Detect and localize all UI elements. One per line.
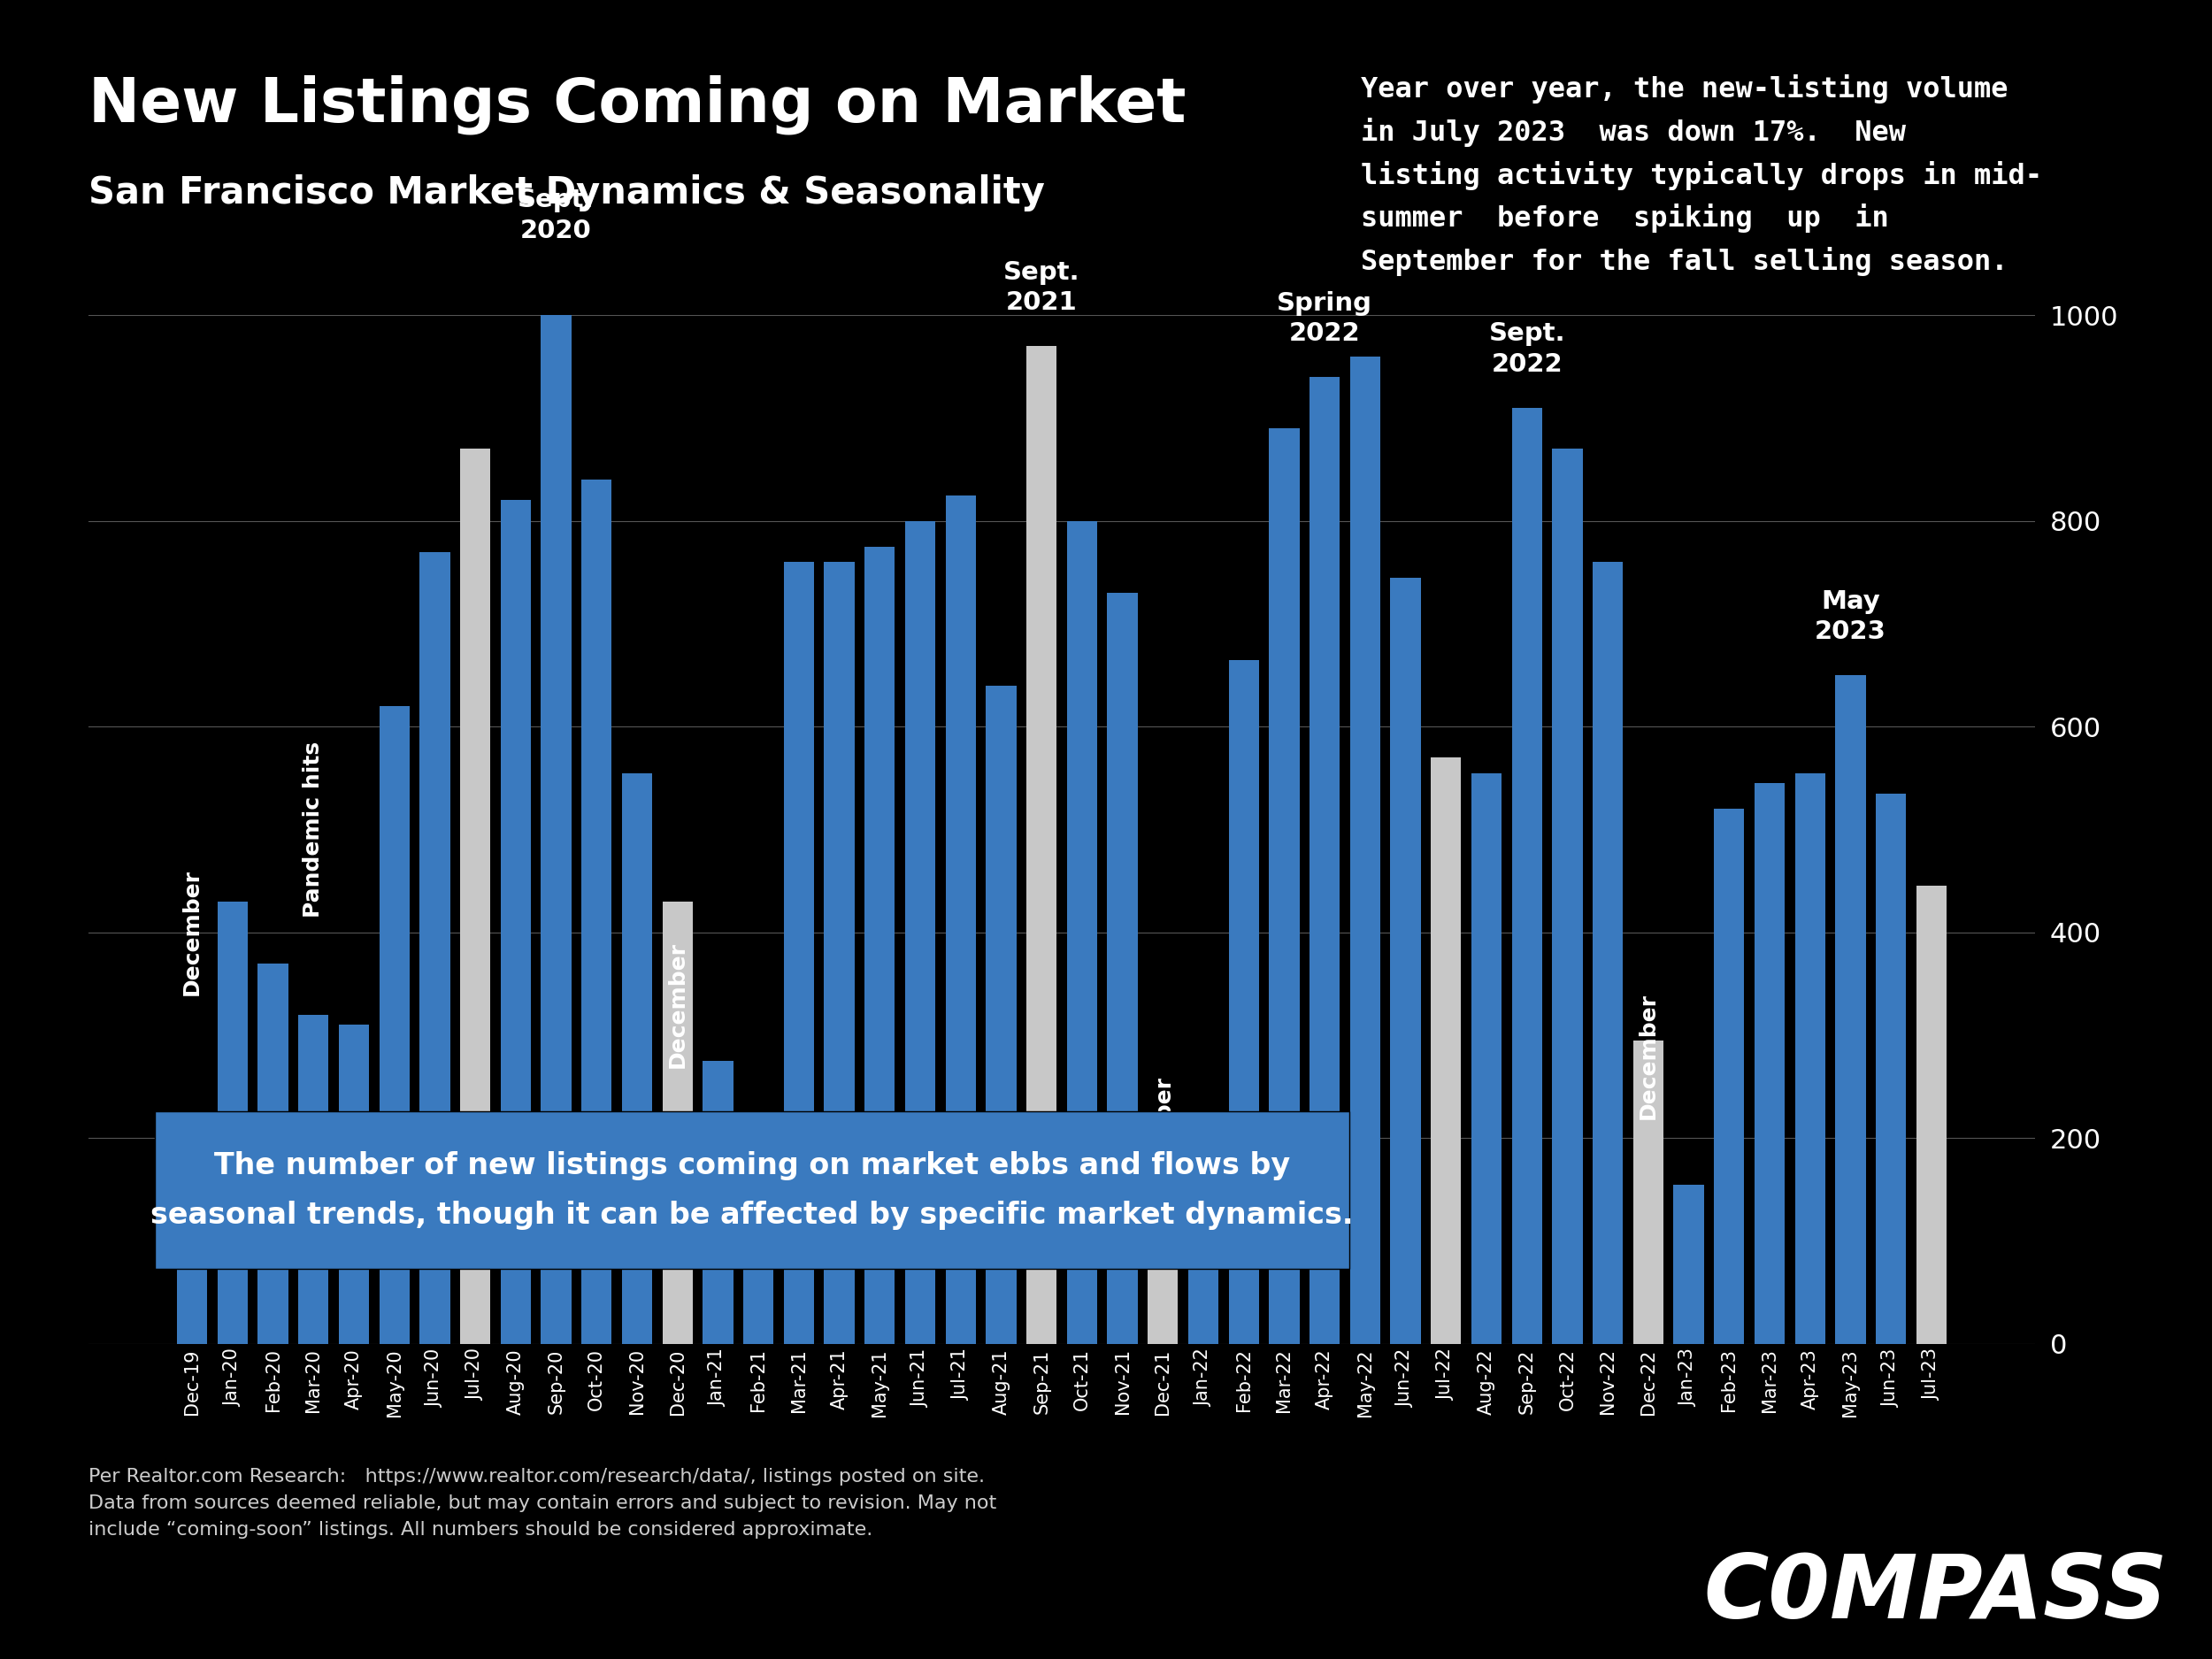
- Bar: [259, 964, 288, 1344]
- Bar: [661, 901, 692, 1344]
- Bar: [500, 501, 531, 1344]
- Bar: [865, 547, 896, 1344]
- Bar: [622, 773, 653, 1344]
- Bar: [1431, 758, 1462, 1344]
- Text: Spring
2022: Spring 2022: [1276, 290, 1371, 347]
- Bar: [1228, 660, 1259, 1344]
- Bar: [1632, 1040, 1663, 1344]
- Bar: [217, 901, 248, 1344]
- Bar: [582, 479, 613, 1344]
- Bar: [1511, 408, 1542, 1344]
- Text: Sept.
2022: Sept. 2022: [1489, 322, 1566, 377]
- Text: Sept.
2021: Sept. 2021: [1004, 260, 1079, 315]
- Text: New Listings Coming on Market: New Listings Coming on Market: [88, 75, 1186, 134]
- Bar: [1108, 592, 1137, 1344]
- Bar: [1188, 1175, 1219, 1344]
- Bar: [1553, 450, 1582, 1344]
- Text: San Francisco Market Dynamics & Seasonality: San Francisco Market Dynamics & Seasonal…: [88, 174, 1044, 211]
- Text: C0MPASS: C0MPASS: [1703, 1551, 2168, 1637]
- Text: December: December: [666, 941, 688, 1068]
- Bar: [1876, 793, 1907, 1344]
- Bar: [743, 1118, 774, 1344]
- Bar: [1391, 577, 1420, 1344]
- Bar: [542, 274, 571, 1344]
- Bar: [1916, 886, 1947, 1344]
- Bar: [825, 562, 854, 1344]
- Text: Sept.
2020: Sept. 2020: [518, 187, 595, 244]
- Bar: [905, 521, 936, 1344]
- Bar: [1754, 783, 1785, 1344]
- Text: May
2023: May 2023: [1814, 589, 1887, 644]
- Bar: [420, 552, 449, 1344]
- Bar: [299, 1015, 330, 1344]
- Bar: [1148, 1123, 1179, 1344]
- Bar: [177, 1261, 208, 1344]
- Bar: [1794, 773, 1825, 1344]
- Text: December: December: [181, 869, 204, 995]
- Bar: [1593, 562, 1624, 1344]
- Text: The number of new listings coming on market ebbs and flows by
seasonal trends, t: The number of new listings coming on mar…: [150, 1151, 1354, 1229]
- Bar: [378, 707, 409, 1344]
- Bar: [783, 562, 814, 1344]
- Bar: [1674, 1185, 1703, 1344]
- Bar: [1349, 357, 1380, 1344]
- Bar: [703, 1062, 732, 1344]
- Bar: [1310, 377, 1340, 1344]
- Bar: [1836, 675, 1865, 1344]
- Text: Pandemic hits: Pandemic hits: [303, 742, 325, 917]
- Text: Per Realtor.com Research:   https://www.realtor.com/research/data/, listings pos: Per Realtor.com Research: https://www.re…: [88, 1468, 995, 1538]
- Bar: [460, 450, 491, 1344]
- Text: Year over year, the new-listing volume
in July 2023  was down 17%.  New
listing : Year over year, the new-listing volume i…: [1360, 75, 2042, 275]
- Bar: [1714, 810, 1745, 1344]
- Bar: [945, 494, 975, 1344]
- Bar: [1066, 521, 1097, 1344]
- Text: December: December: [1637, 992, 1659, 1120]
- Bar: [987, 685, 1015, 1344]
- Bar: [1471, 773, 1502, 1344]
- Bar: [338, 1025, 369, 1344]
- Bar: [1270, 428, 1298, 1344]
- Text: December: December: [1152, 1075, 1175, 1201]
- Bar: [1026, 347, 1057, 1344]
